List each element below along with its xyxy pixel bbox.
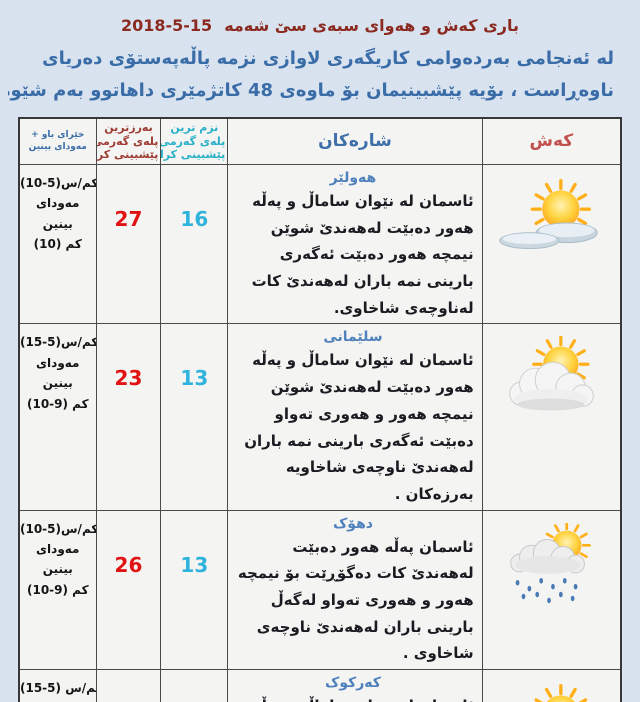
city-name: سلێمانی	[323, 329, 383, 346]
weather-icon-cell	[481, 164, 622, 325]
wind-speed: (15-5) کم/س	[20, 681, 96, 696]
partly-cloudy-icon	[492, 682, 610, 702]
visibility-value: (10-9) کم	[26, 582, 89, 597]
min-temp-value: 16	[160, 164, 229, 325]
partly-cloudy-icon	[492, 177, 610, 263]
table-row-duhok: دهۆک ئاسمان پەڵە هەور دەبێت لەهەندێ کات …	[18, 509, 622, 671]
max-temp-value: 26	[95, 509, 162, 671]
city-name: هەولێر	[329, 170, 377, 187]
min-temp-value: 13	[160, 323, 229, 511]
wind-speed: (10-5)کم/س	[20, 176, 97, 191]
mostly-cloudy-icon	[492, 336, 610, 422]
forecast-text: ئاسمان پەڵە هەور دەبێت لەهەندێ کات دەگۆڕ…	[237, 537, 474, 663]
weather-icon-cell	[481, 669, 622, 702]
wind-visibility-cell: (10-5)کم/س مەوداى بينين (10-9) کم	[18, 509, 97, 671]
rain-shower-sun-icon	[492, 523, 610, 609]
wind-visibility-cell: (15-5)کم/س مەوداى بينين (10-9) کم	[18, 323, 97, 511]
visibility-value: (10-9) کم	[26, 396, 89, 411]
column-header-weather: کەش	[481, 117, 622, 166]
column-header-max-temp: بەرزترین پلەی گەرمی پێشبینی کراو	[95, 117, 162, 166]
header-row: کەش شارەکان نزم ترین پلەی گەرمی پێشبینی …	[18, 117, 622, 166]
min-temp-value: 13	[160, 509, 229, 671]
city-name: کەرکوک	[324, 675, 381, 692]
city-name: دهۆک	[332, 515, 373, 532]
forecast-text: ئاسمان لە نێوان ساماڵ و پەڵە هەور دەبێت …	[251, 192, 474, 317]
forecast-text: ئاسمان لە نێوان ساماڵ و پەڵە هەور دەبێت …	[244, 351, 474, 503]
max-temp-value: 27	[95, 164, 162, 325]
wind-visibility-cell: (10-5)کم/س مەوداى بينين (10) کم	[18, 164, 97, 325]
forecast-text: ئاسمان لە نێوان ساماڵ و پەڵە هەور دەبێت …	[232, 693, 474, 702]
weather-icon-cell	[481, 323, 622, 511]
visibility-label-1: مەوداى	[36, 355, 80, 370]
intro-line-2: ناوەڕاست ، بۆیە پێشبینیمان بۆ ماوەی 48 ک…	[8, 80, 614, 102]
page-title-text: باری کەش و هەوای سبەی سێ شەمە	[224, 16, 520, 35]
visibility-label-2: بينين	[42, 562, 73, 577]
column-header-cities: شارەکان	[227, 117, 483, 166]
table-row-erbil: هەولێر ئاسمان لە نێوان ساماڵ و پەڵە هەور…	[18, 164, 622, 325]
intro-line-1: لە ئەنجامی بەردەوامی کاریگەری لاوازی نزم…	[42, 48, 614, 69]
table-row-kirkuk: کەرکوک ئاسمان لە نێوان ساماڵ و پەڵە هەور…	[18, 669, 622, 702]
weather-icon-cell	[481, 509, 622, 671]
table-row-sulaymaniyah: سلێمانی ئاسمان لە نێوان ساماڵ و پەڵە هەو…	[18, 323, 622, 511]
visibility-label-2: بينين	[42, 216, 73, 231]
min-temp-value: 17	[160, 669, 229, 702]
visibility-label-1: مەوداى	[36, 196, 80, 211]
visibility-label-1: مەوداى	[36, 541, 80, 556]
column-header-wind-visibility: خێرای باو + مەوداى بينين	[18, 117, 97, 166]
visibility-label-2: بينين	[42, 376, 73, 391]
forecast-date: 2018-5-15	[120, 16, 213, 35]
intro-paragraph: لە ئەنجامی بەردەوامی کاریگەری لاوازی نزم…	[0, 35, 640, 108]
visibility-value: (10) کم	[33, 237, 82, 252]
visibility-label-1: مەوداى	[20, 698, 95, 702]
max-temp-value: 23	[95, 323, 162, 511]
wind-speed: (15-5)کم/س	[20, 335, 97, 350]
max-temp-value: 30	[95, 669, 162, 702]
wind-speed: (10-5)کم/س	[20, 521, 97, 536]
forecast-table: کەش شارەکان نزم ترین پلەی گەرمی پێشبینی …	[18, 116, 622, 702]
wind-visibility-cell: (15-5) کم/س مەوداى بينين (10) کم	[18, 669, 97, 702]
page-title: باری کەش و هەوای سبەی سێ شەمە 2018-5-15	[0, 0, 640, 35]
column-header-min-temp: نزم ترین پلەی گەرمی پێشبینی کراو	[160, 117, 229, 166]
